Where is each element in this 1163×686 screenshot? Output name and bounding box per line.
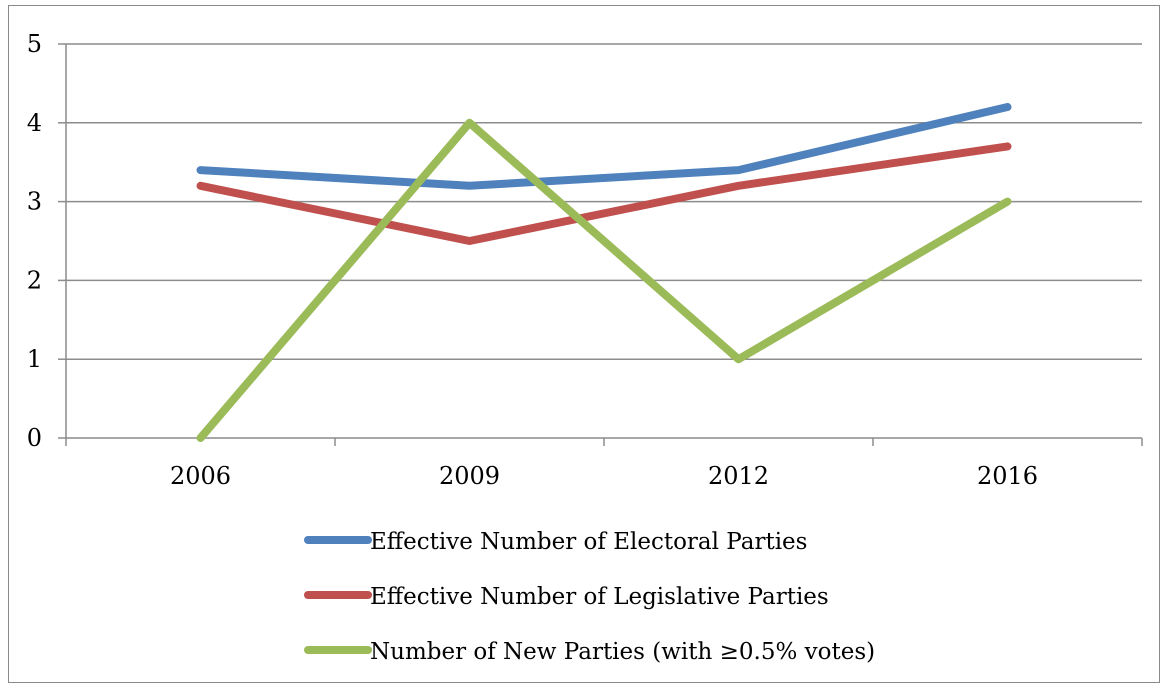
- y-tick-label-5: 5: [27, 30, 42, 58]
- series-line-2: [196, 142, 1012, 245]
- y-tick-label-2: 2: [27, 266, 42, 294]
- gridlines: [66, 43, 1142, 360]
- legend-label-2: Effective Number of Legislative Parties: [370, 584, 829, 610]
- legend-label-3: Number of New Parties (with ≥0.5% votes): [370, 639, 875, 665]
- x-tick-label-2012: 2012: [708, 462, 769, 490]
- legend-label-1: Effective Number of Electoral Parties: [370, 529, 807, 555]
- series-line-3: [196, 118, 1012, 442]
- series-lines: [196, 103, 1012, 442]
- y-tick-label-4: 4: [27, 109, 42, 137]
- x-tick-label-2006: 2006: [170, 462, 231, 490]
- series-line-1: [196, 103, 1012, 190]
- legend: Effective Number of Electoral Parties Eff…: [304, 529, 875, 665]
- y-tick-label-3: 3: [27, 188, 42, 216]
- x-tick-label-2009: 2009: [439, 462, 500, 490]
- y-tick-label-0: 0: [27, 424, 42, 452]
- axes: 0 1 2 3 4 5 2006 2009 2012 2016: [27, 30, 1143, 490]
- y-tick-label-1: 1: [27, 345, 42, 373]
- x-tick-label-2016: 2016: [977, 462, 1038, 490]
